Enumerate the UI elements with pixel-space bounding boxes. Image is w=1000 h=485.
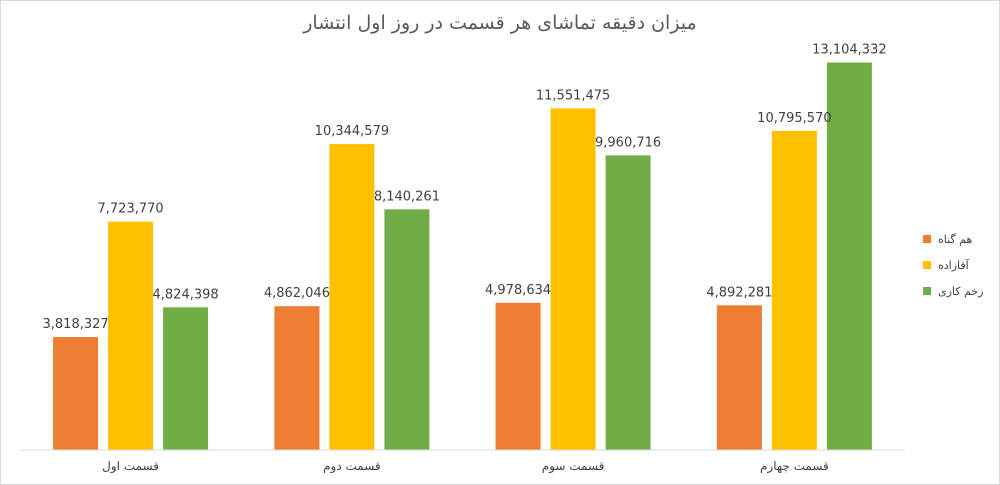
bar-1-0	[108, 221, 154, 450]
value-label-2-3: 13,104,332	[812, 43, 886, 58]
value-label-1-3: 10,795,570	[757, 111, 831, 126]
category-label-3: قسمت چهارم	[760, 459, 829, 474]
legend-item-0: هم گناه	[923, 226, 983, 252]
bar-1-2	[550, 108, 596, 451]
value-label-0-0: 3,818,327	[43, 317, 109, 332]
value-label-2-0: 4,824,398	[153, 287, 219, 302]
bar-1-1	[329, 144, 375, 450]
legend-label-0: هم گناه	[938, 232, 973, 246]
value-label-0-3: 4,892,281	[706, 285, 772, 300]
category-label-2: قسمت سوم	[542, 459, 605, 474]
legend-label-1: آقازاده	[938, 258, 969, 272]
value-label-0-2: 4,978,634	[485, 283, 551, 298]
bars-group	[53, 62, 872, 451]
value-label-1-1: 10,344,579	[315, 124, 389, 139]
bar-1-3	[771, 130, 817, 451]
value-label-1-2: 11,551,475	[536, 88, 610, 103]
category-label-0: قسمت اول	[102, 459, 159, 474]
legend-swatch-2	[923, 287, 931, 295]
bar-0-3	[716, 305, 762, 450]
value-label-0-1: 4,862,046	[264, 286, 330, 301]
legend-swatch-0	[923, 235, 931, 243]
legend-label-2: زخم کاری	[938, 284, 984, 298]
bar-2-3	[826, 62, 872, 450]
value-label-1-0: 7,723,770	[98, 202, 164, 217]
legend-item-2: زخم کاری	[923, 278, 983, 304]
category-labels-group: قسمت اول قسمت دوم قسمت سوم قسمت چهارم	[102, 459, 829, 474]
legend-item-1: آقازاده	[923, 252, 983, 278]
legend: هم گناه آقازاده زخم کاری	[923, 226, 983, 304]
legend-swatch-1	[923, 261, 931, 269]
bar-2-1	[384, 209, 430, 450]
value-labels-group: 3,818,327 7,723,770 4,824,398 4,862,046 10,3…	[43, 43, 887, 333]
chart-title: میزان دقیقه تماشای هر قسمت در روز اول ان…	[303, 12, 697, 34]
bar-0-1	[274, 306, 320, 450]
bar-0-0	[53, 337, 99, 450]
bar-0-2	[495, 302, 541, 450]
category-label-1: قسمت دوم	[323, 459, 381, 474]
value-label-2-1: 8,140,261	[374, 189, 440, 204]
bar-2-0	[163, 307, 209, 450]
value-label-2-2: 9,960,716	[595, 135, 661, 150]
bar-2-2	[605, 155, 651, 450]
